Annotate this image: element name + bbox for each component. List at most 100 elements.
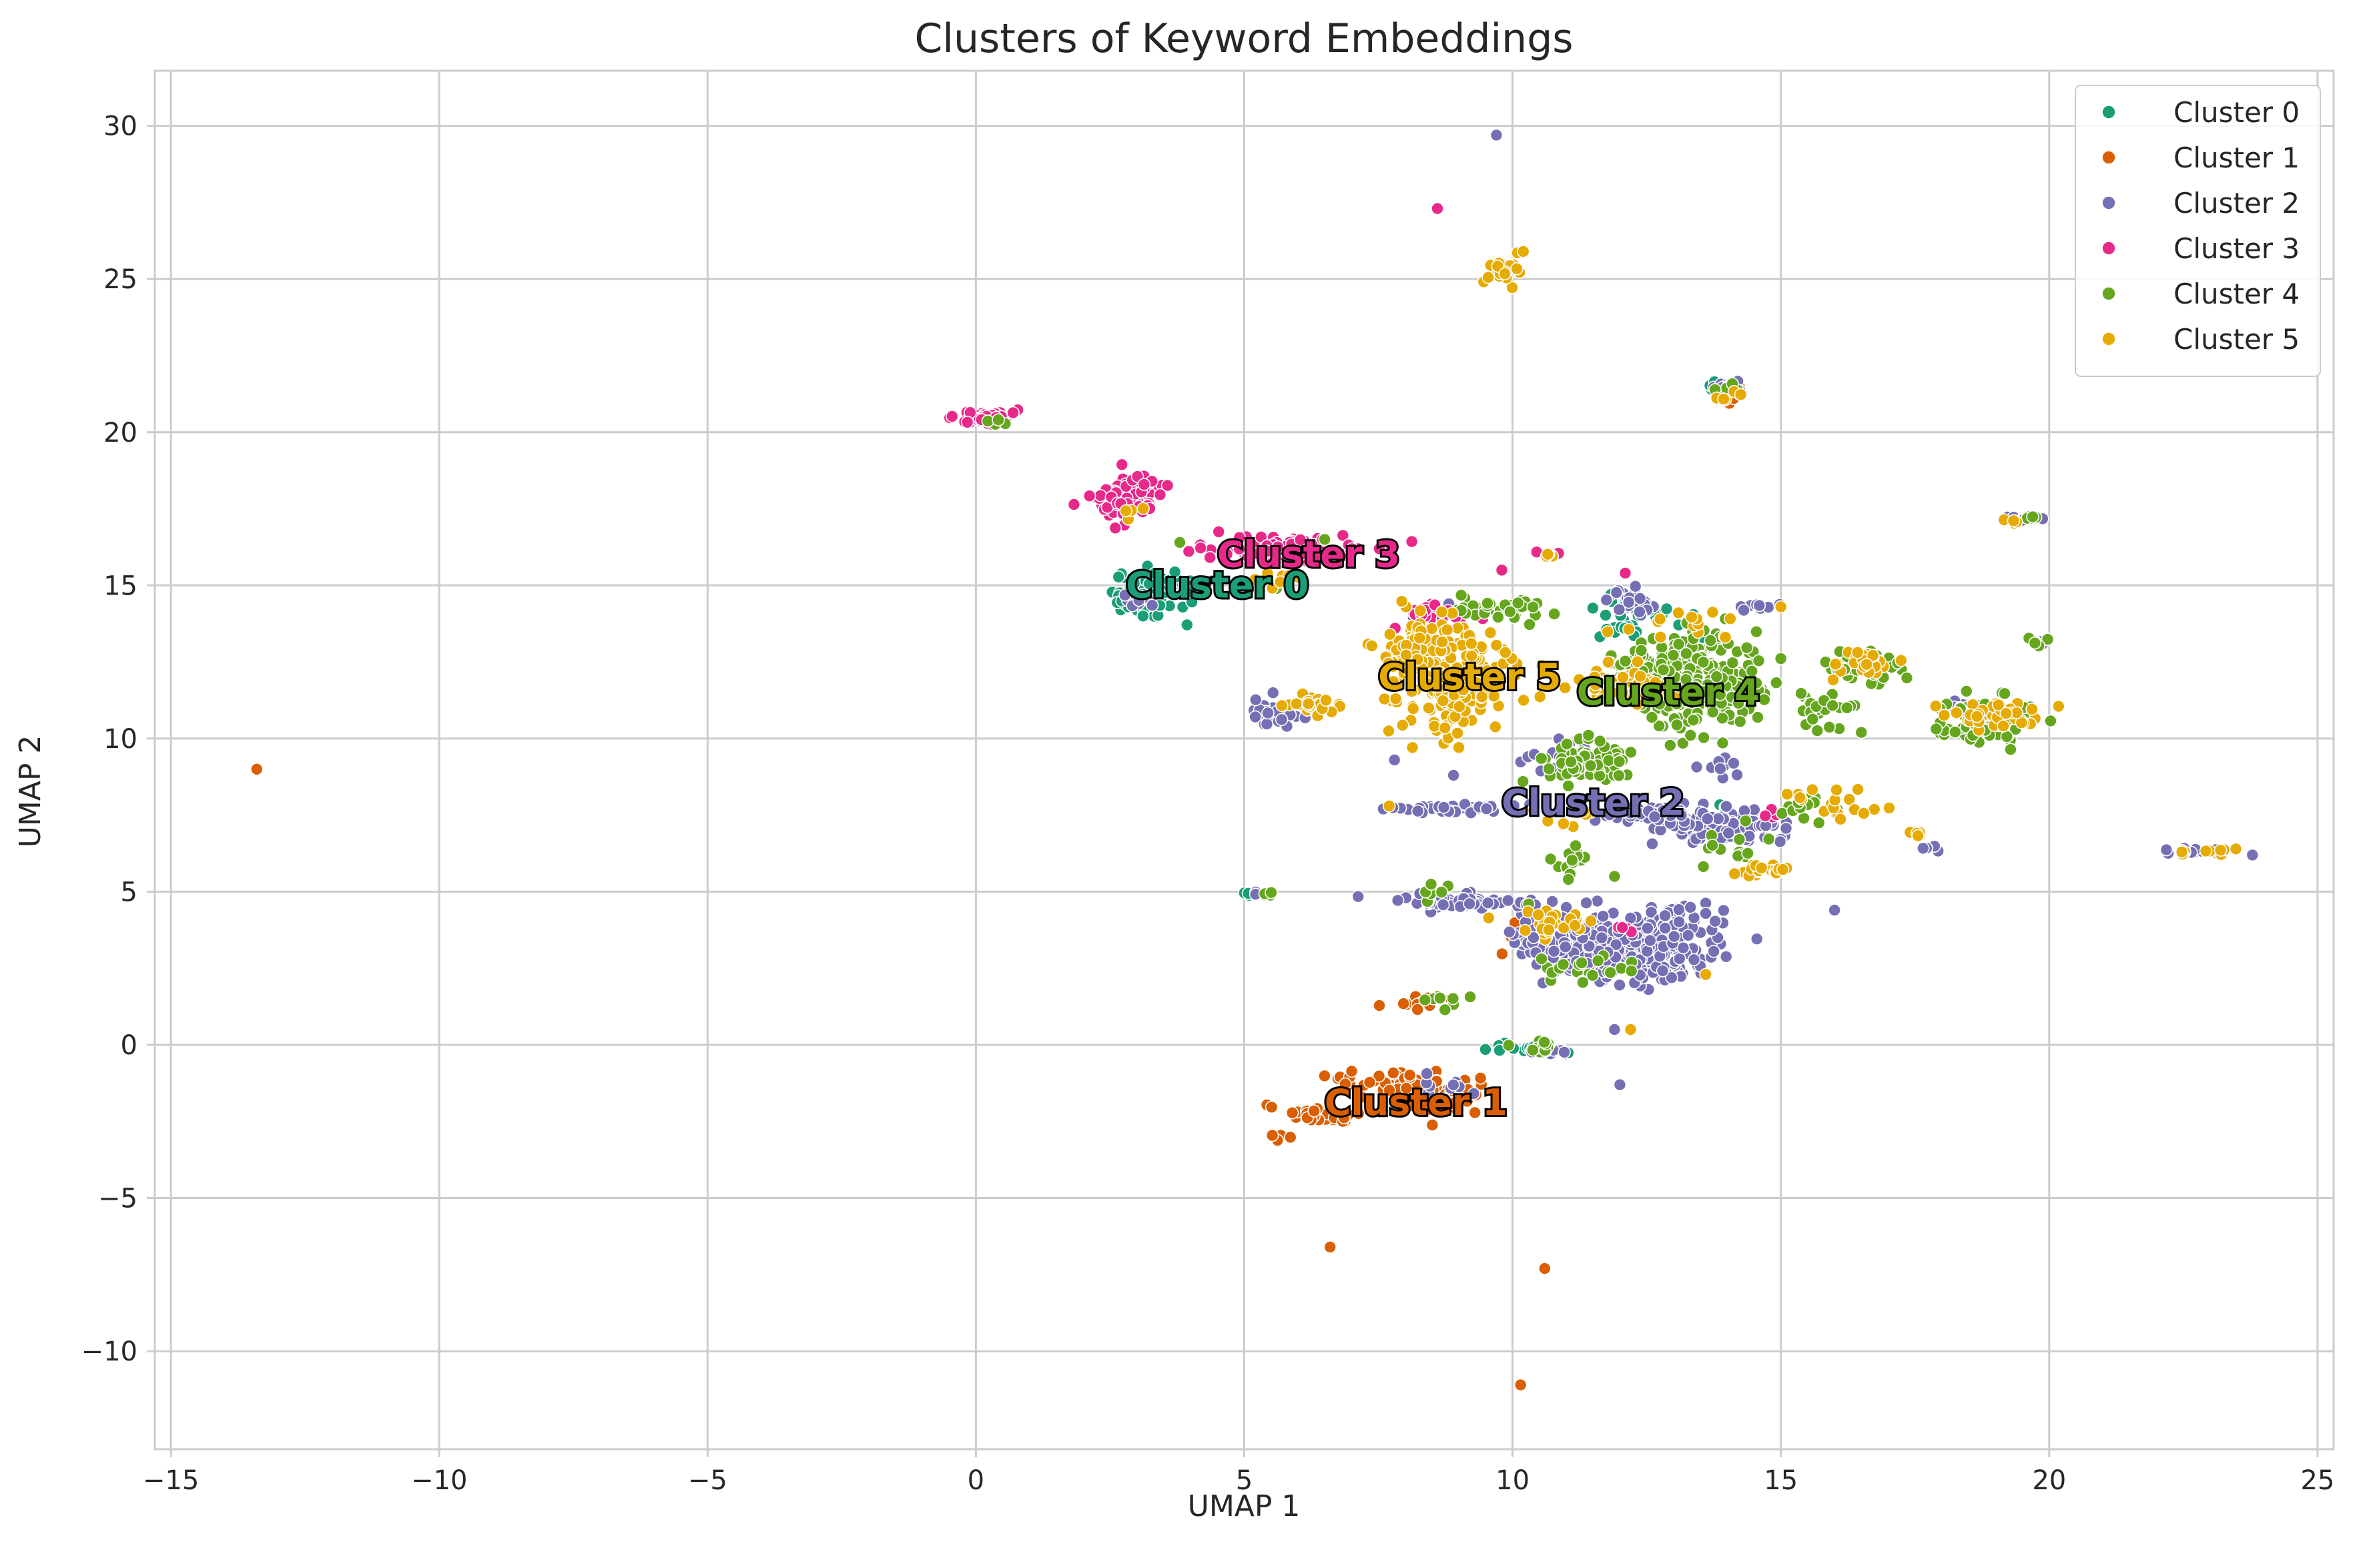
data-point (1613, 1078, 1627, 1092)
data-point (1679, 673, 1693, 687)
data-point (1265, 885, 1278, 899)
data-point (1261, 706, 1275, 720)
legend-marker-4 (2101, 286, 2116, 301)
data-point (1750, 676, 1763, 690)
data-point (1860, 657, 1873, 671)
data-point (1828, 657, 1842, 671)
data-point (1676, 737, 1690, 750)
x-tick-label: 15 (1764, 1465, 1798, 1496)
data-point (1422, 701, 1435, 715)
data-point (1406, 702, 1420, 715)
data-point (1435, 605, 1449, 619)
data-point (1544, 852, 1558, 866)
data-point (2004, 743, 2017, 756)
data-point (1633, 605, 1646, 619)
data-point (1435, 885, 1449, 899)
data-point (1403, 1099, 1417, 1112)
data-point (1608, 1023, 1622, 1036)
data-point (1518, 923, 1532, 937)
data-point (1136, 502, 1150, 516)
data-point (1612, 603, 1626, 617)
data-point (1644, 933, 1657, 947)
data-point (1289, 697, 1303, 711)
data-point (1516, 245, 1530, 258)
data-point (1482, 911, 1495, 925)
data-point (1397, 997, 1410, 1010)
data-point (250, 763, 264, 776)
legend-marker-3 (2101, 241, 2116, 256)
data-point (1558, 1046, 1571, 1059)
data-point (1454, 589, 1468, 602)
legend-entry-4: Cluster 4 (2173, 278, 2300, 310)
data-point (1687, 953, 1701, 967)
data-point (1699, 907, 1712, 920)
data-point (1446, 992, 1460, 1006)
data-point (1970, 710, 1984, 723)
data-point (1006, 406, 1020, 420)
cluster-label-3: Cluster 3 (1217, 533, 1400, 575)
series-cluster-5 (1119, 245, 2243, 1036)
y-tick-label: 0 (121, 1030, 137, 1061)
x-tick-label: 10 (1495, 1465, 1530, 1496)
data-point (1411, 804, 1425, 818)
data-point (1556, 957, 1570, 971)
y-tick-label: 15 (103, 570, 137, 601)
data-point (1762, 832, 1776, 846)
data-point (1950, 706, 1963, 720)
data-point (1137, 478, 1151, 491)
data-point (1265, 1128, 1279, 1142)
data-point (2044, 714, 2057, 728)
data-point (1318, 532, 1331, 546)
data-point (1542, 923, 1556, 937)
data-point (1624, 745, 1638, 759)
data-point (1372, 1069, 1386, 1083)
data-point (1119, 504, 1132, 518)
data-point (1403, 1068, 1417, 1082)
data-point (1812, 816, 1826, 829)
data-point (1752, 599, 1766, 613)
data-point (1618, 566, 1632, 580)
data-point (1618, 654, 1632, 668)
data-point (1405, 534, 1419, 548)
data-point (1754, 861, 1768, 875)
data-point (1160, 478, 1174, 492)
legend-entry-5: Cluster 5 (2173, 323, 2300, 356)
data-point (1536, 659, 1549, 673)
data-point (1479, 802, 1493, 815)
data-point (1660, 602, 1674, 616)
data-point (1949, 725, 1962, 739)
data-point (1451, 727, 1464, 740)
data-point (1564, 755, 1578, 769)
data-point (1094, 488, 1107, 502)
data-point (1285, 1106, 1299, 1120)
data-point (1453, 700, 1466, 713)
data-point (1732, 833, 1746, 846)
data-point (1260, 717, 1274, 731)
data-point (1440, 623, 1454, 637)
data-point (1424, 877, 1438, 891)
cluster-label-5: Cluster 5 (1378, 656, 1561, 698)
data-point (1696, 860, 1710, 873)
data-point (1593, 769, 1606, 783)
data-point (1728, 867, 1741, 881)
data-point (1491, 611, 1505, 624)
data-point (1495, 563, 1509, 577)
data-point (1616, 921, 1629, 934)
y-tick-label: 5 (121, 877, 137, 907)
data-point (1688, 681, 1702, 694)
data-point (1450, 661, 1464, 675)
data-point (1468, 1106, 1481, 1120)
y-tick-label: 10 (103, 724, 137, 755)
data-point (1548, 607, 1561, 621)
data-point (1604, 965, 1617, 979)
data-point (1758, 809, 1772, 823)
data-point (1503, 925, 1516, 939)
data-point (1498, 267, 1511, 281)
data-point (1373, 542, 1386, 556)
data-point (1584, 914, 1598, 928)
data-point (1489, 720, 1502, 734)
data-point (1582, 729, 1596, 742)
data-point (1640, 944, 1654, 958)
data-point (1481, 270, 1495, 284)
data-point (1547, 944, 1561, 958)
